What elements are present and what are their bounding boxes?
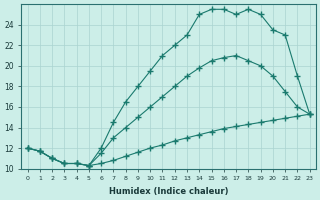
X-axis label: Humidex (Indice chaleur): Humidex (Indice chaleur) <box>109 187 228 196</box>
